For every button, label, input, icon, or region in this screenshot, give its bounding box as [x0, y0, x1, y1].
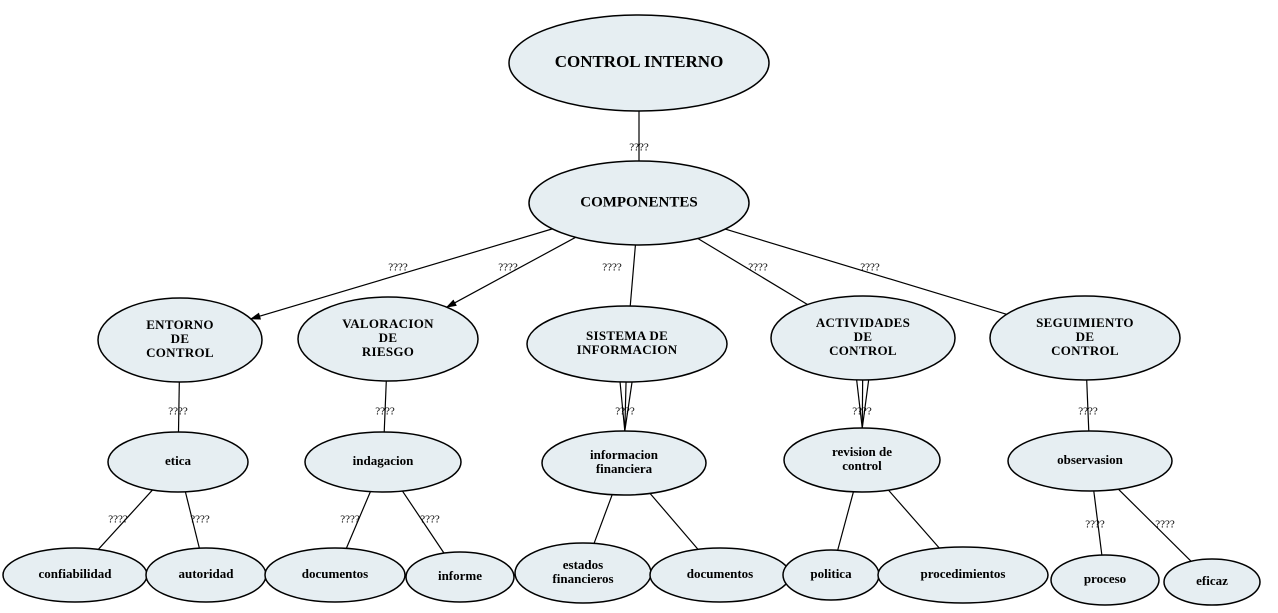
edge-label-observasion-eficaz: ????: [1155, 519, 1175, 531]
edge-label-indagacion-documentos1: ????: [340, 514, 360, 526]
node-label-entorno-line2: CONTROL: [146, 345, 214, 360]
node-label-confiabilidad-line0: confiabilidad: [39, 566, 113, 581]
node-label-valoracion-line1: DE: [379, 330, 398, 345]
edge-informacion-estados: [594, 495, 612, 544]
node-label-autoridad-line0: autoridad: [179, 566, 235, 581]
edge-label-sistema-informacion: ????: [615, 406, 635, 418]
node-label-politica-line0: politica: [810, 566, 852, 581]
node-label-informe-line0: informe: [438, 568, 482, 583]
node-label-etica-line0: etica: [165, 453, 191, 468]
node-label-informacion-line0: informacion: [590, 447, 659, 462]
node-label-actividades-line0: ACTIVIDADES: [816, 315, 910, 330]
hierarchy-diagram: CONTROL INTERNOCOMPONENTESENTORNODECONTR…: [0, 0, 1278, 613]
node-label-valoracion-line0: VALORACION: [342, 316, 434, 331]
node-label-sistema-line0: SISTEMA DE: [586, 328, 668, 343]
node-label-revision-line1: control: [842, 458, 882, 473]
edge-revision-procedimientos: [888, 490, 939, 548]
edge-label-valoracion-indagacion: ????: [375, 406, 395, 418]
node-label-informacion-line1: financiera: [596, 461, 653, 476]
node-label-sistema-line1: INFORMACION: [577, 342, 678, 357]
node-label-seguimiento-line2: CONTROL: [1051, 343, 1119, 358]
edge-label-etica-confiabilidad: ????: [108, 514, 128, 526]
edge-label-comp-entorno: ????: [388, 262, 408, 274]
node-label-seguimiento-line0: SEGUIMIENTO: [1036, 315, 1134, 330]
node-label-procedimientos-line0: procedimientos: [921, 566, 1006, 581]
node-label-documentos1-line0: documentos: [302, 566, 368, 581]
node-label-valoracion-line2: RIESGO: [362, 344, 414, 359]
edge-label-comp-seguimiento: ????: [860, 262, 880, 274]
node-label-actividades-line2: CONTROL: [829, 343, 897, 358]
edge-label-comp-actividades: ????: [748, 262, 768, 274]
edge-label-root-comp: ????: [629, 142, 649, 154]
node-label-documentos2-line0: documentos: [687, 566, 753, 581]
edge-label-etica-autoridad: ????: [190, 514, 210, 526]
edge-comp-sistema: [630, 245, 635, 306]
node-label-observasion-line0: observasion: [1057, 452, 1124, 467]
node-label-actividades-line1: DE: [854, 329, 873, 344]
edge-revision-politica: [838, 492, 854, 550]
node-label-eficaz-line0: eficaz: [1196, 573, 1228, 588]
node-label-revision-line0: revision de: [832, 444, 892, 459]
node-label-seguimiento-line1: DE: [1076, 329, 1095, 344]
node-label-root-line0: CONTROL INTERNO: [555, 52, 724, 71]
edge-label-seguimiento-observasion: ????: [1078, 406, 1098, 418]
edge-label-entorno-etica: ????: [168, 406, 188, 418]
node-label-proceso-line0: proceso: [1084, 571, 1126, 586]
edge-actividades-revision: [862, 380, 868, 428]
edge-informacion-documentos2: [650, 493, 698, 549]
node-label-estados-line0: estados: [563, 557, 603, 572]
node-label-indagacion-line0: indagacion: [353, 453, 414, 468]
node-label-entorno-line0: ENTORNO: [146, 317, 214, 332]
edge-label-indagacion-informe: ????: [420, 514, 440, 526]
edge-label-comp-valoracion: ????: [498, 262, 518, 274]
edge-actividades-revision: [857, 380, 863, 428]
edge-label-actividades-revision: ????: [852, 406, 872, 418]
edge-label-observasion-proceso: ????: [1085, 519, 1105, 531]
node-label-comp-line0: COMPONENTES: [580, 194, 698, 210]
edge-label-comp-sistema: ????: [602, 262, 622, 274]
node-label-entorno-line1: DE: [171, 331, 190, 346]
node-label-estados-line1: financieros: [552, 571, 613, 586]
